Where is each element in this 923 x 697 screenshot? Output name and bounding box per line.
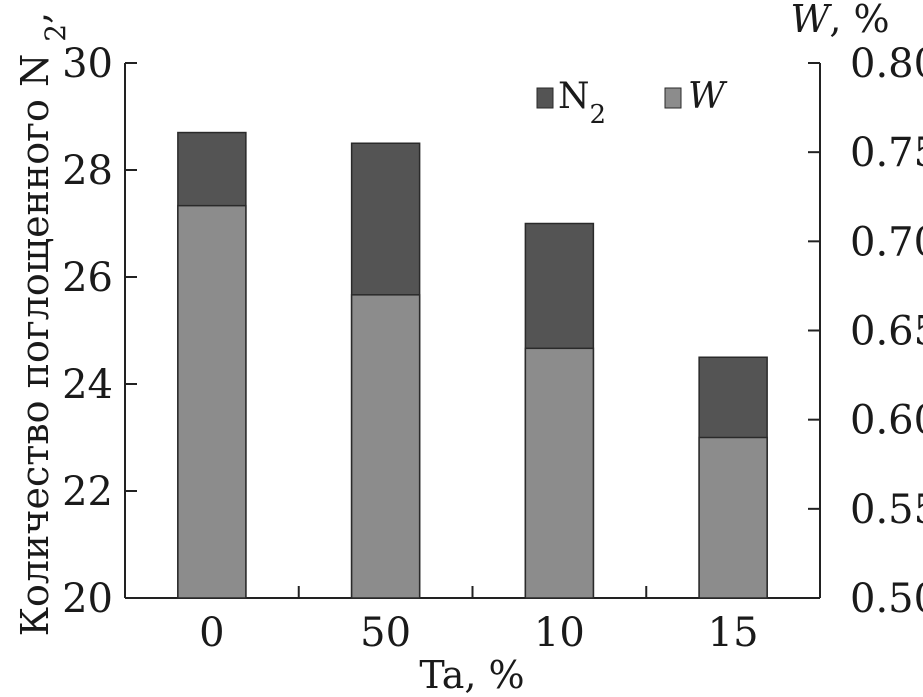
legend-swatch-n2 (536, 87, 554, 109)
x-tick-label: 10 (534, 610, 585, 656)
right-tick-label: 0.80 (850, 41, 923, 87)
left-axis-ticks: 20 22 24 26 28 30 (62, 41, 137, 622)
right-tick-label: 0.70 (850, 219, 923, 265)
right-tick-label: 0.60 (850, 398, 923, 444)
right-axis: 0.50 0.55 0.60 0.65 0.70 0.75 0.80 (808, 41, 923, 622)
legend-label-n2-subscript: 2 (590, 100, 607, 130)
y-axis-title-left-unit: , % (13, 0, 57, 24)
x-tick-label: 0 (199, 610, 224, 656)
y-axis-title-right: W, % (790, 0, 889, 41)
y-axis-title-right-symbol: W (790, 0, 832, 41)
right-tick-label: 0.50 (850, 576, 923, 622)
x-tick-label: 50 (360, 610, 411, 656)
bar-w (698, 436, 768, 599)
right-tick-label: 0.55 (850, 487, 923, 533)
bar-w (524, 347, 595, 599)
legend-swatch-w (664, 87, 682, 109)
legend-label-n2: N2 (558, 76, 606, 130)
left-axis: 20 22 24 26 28 30 (62, 41, 137, 622)
left-tick-label: 26 (62, 255, 113, 301)
x-axis-ticks: 0 50 10 15 (199, 586, 759, 656)
y-axis-title-left: Количество поглощенного N 2, % (13, 0, 72, 636)
bar-w (350, 294, 421, 599)
right-tick-label: 0.65 (850, 309, 923, 355)
left-tick-label: 20 (62, 576, 113, 622)
left-tick-label: 22 (62, 469, 113, 515)
left-tick-label: 30 (62, 41, 113, 87)
legend-label-w: W (688, 76, 728, 117)
legend: N2 W (536, 76, 728, 130)
left-tick-label: 28 (62, 148, 113, 194)
right-axis-ticks: 0.50 0.55 0.60 0.65 0.70 0.75 0.80 (808, 41, 923, 622)
bars (177, 131, 768, 599)
right-tick-label: 0.75 (850, 130, 923, 176)
x-tick-label: 15 (708, 610, 759, 656)
y-axis-title-left-text: Количество поглощенного N (13, 54, 57, 637)
y-axis-title-right-unit: , % (829, 0, 889, 41)
x-axis-title: Ta, % (419, 653, 524, 697)
y-axis-title-left-subscript: 2 (39, 24, 72, 42)
bar-w (177, 204, 247, 599)
left-tick-label: 24 (62, 362, 113, 408)
